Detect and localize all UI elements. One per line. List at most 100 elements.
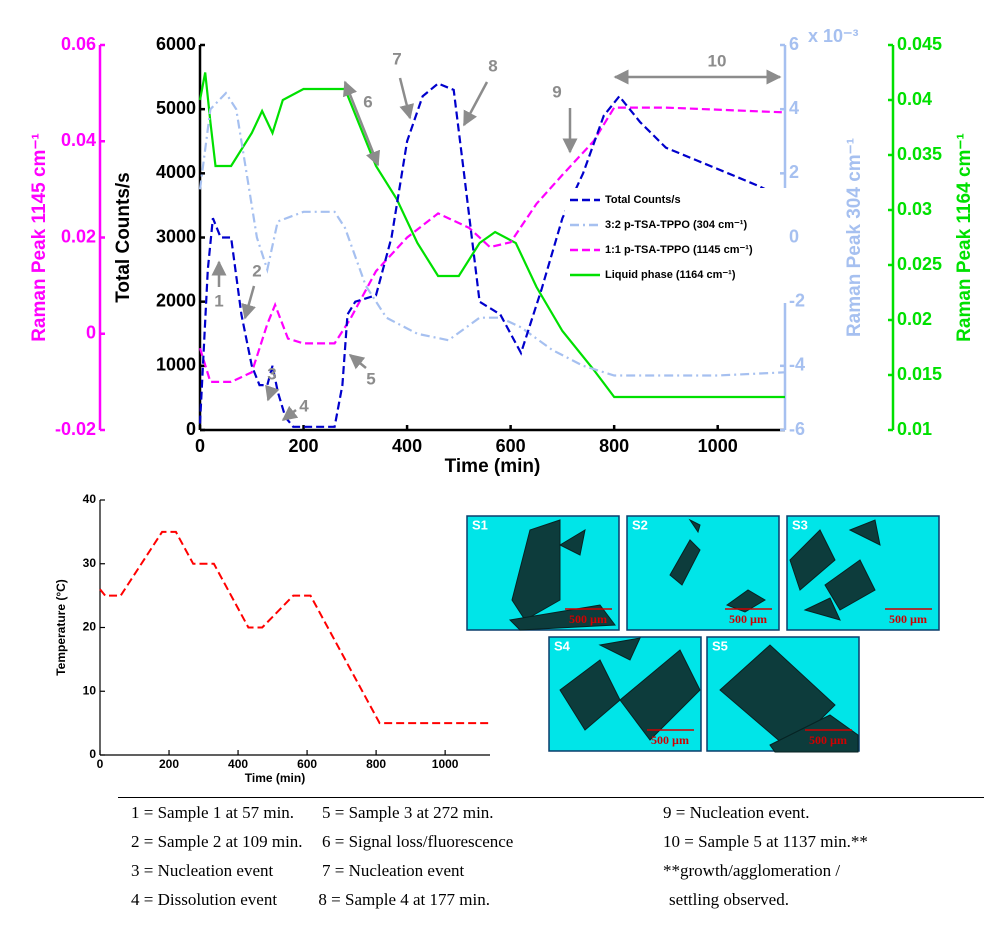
micrograph-label: S1 <box>472 517 488 532</box>
note: 3 = Nucleation event <box>131 860 274 880</box>
crystal <box>669 539 701 586</box>
note: 1 = Sample 1 at 57 min. <box>131 802 295 822</box>
crystal <box>803 597 841 621</box>
y-tick-label: 4000 <box>156 162 196 182</box>
micrograph: S4 500 µm <box>548 636 702 752</box>
y-tick-label: 0 <box>789 226 799 246</box>
y-axis-label: Total Counts/s <box>113 172 134 303</box>
micrograph-frame <box>626 515 780 631</box>
y-axis-label: Temperature (°C) <box>54 579 68 676</box>
y-tick-label: -0.02 <box>55 419 96 439</box>
y-tick-label: 1000 <box>156 355 196 375</box>
micrograph-label: S2 <box>632 517 648 532</box>
note: **growth/agglomeration / <box>663 860 841 880</box>
y-tick-label: 0.02 <box>897 309 932 329</box>
x-tick-label: 0 <box>97 757 104 771</box>
y-tick-label: 40 <box>83 492 97 506</box>
annotation-label: 7 <box>392 49 401 68</box>
note-row: 2 = Sample 2 at 109 min. 6 = Signal loss/… <box>118 827 984 856</box>
x-tick-label: 0 <box>195 436 205 456</box>
annotation-label: 1 <box>214 291 223 310</box>
y-tick-label: 2000 <box>156 290 196 310</box>
note: 2 = Sample 2 at 109 min. <box>131 831 303 851</box>
note-row: 1 = Sample 1 at 57 min. 5 = Sample 3 at 2… <box>118 798 984 827</box>
scale-label: 500 µm <box>809 733 847 747</box>
y-tick-label: 0.045 <box>897 34 942 54</box>
x-tick-label: 600 <box>297 757 317 771</box>
micrograph: S2 500 µm <box>626 515 780 631</box>
x-tick-label: 400 <box>228 757 248 771</box>
annotation-label: 3 <box>267 364 276 383</box>
legend-label: 3:2 p-TSA-TPPO (304 cm⁻¹) <box>605 219 747 231</box>
note: 4 = Dissolution event <box>131 889 278 909</box>
crystal <box>789 529 836 591</box>
crystal <box>619 649 701 741</box>
crystal <box>598 637 641 661</box>
legend: Total Counts/s 3:2 p-TSA-TPPO (304 cm⁻¹) 1… <box>565 188 787 303</box>
annotation-arrow <box>343 80 380 167</box>
x-tick-label: 800 <box>599 436 629 456</box>
annotation-label: 4 <box>299 396 309 415</box>
series-line <box>198 72 785 399</box>
annotation-arrow <box>398 77 415 120</box>
scale-label: 500 µm <box>651 733 689 747</box>
crystal <box>511 519 561 621</box>
note: 9 = Nucleation event. <box>663 802 810 822</box>
scale-label: 500 µm <box>729 612 767 626</box>
scale-label: 500 µm <box>889 612 927 626</box>
annotation-arrow <box>265 384 280 402</box>
y-tick-label: 20 <box>83 620 97 634</box>
series-line <box>198 91 786 377</box>
annotation-label: 8 <box>488 56 497 75</box>
annotation-label: 9 <box>552 82 561 101</box>
note: 7 = Nucleation event <box>322 860 465 880</box>
note-row: 4 = Dissolution event 8 = Sample 4 at 177… <box>118 885 984 914</box>
y-tick-label: 30 <box>83 556 97 570</box>
scale-label: 500 µm <box>569 612 607 626</box>
y-tick-label: 4 <box>789 98 799 118</box>
note: 6 = Signal loss/fluorescence <box>322 831 514 851</box>
y-tick-label: 5000 <box>156 98 196 118</box>
micrograph: S3 500 µm <box>786 515 940 631</box>
axis-multiplier: x 10⁻³ <box>808 26 859 46</box>
x-axis-label: Time (min) <box>245 771 305 785</box>
y-tick-label: 3000 <box>156 226 196 246</box>
y-tick-label: 0.03 <box>897 199 932 219</box>
y-axis-label: Raman Peak 1164 cm⁻¹ <box>954 133 975 342</box>
annotation-label: 10 <box>708 51 727 70</box>
crystal <box>719 644 836 751</box>
y-tick-label: -4 <box>789 355 805 375</box>
y-axis-label: Raman Peak 1145 cm⁻¹ <box>29 133 50 342</box>
legend-label: Liquid phase (1164 cm⁻¹) <box>605 269 736 281</box>
y-tick-label: 10 <box>83 683 97 697</box>
x-tick-label: 200 <box>159 757 179 771</box>
annotation-label: 6 <box>363 92 372 111</box>
series-line <box>198 106 786 383</box>
note: settling observed. <box>669 889 789 909</box>
note: 5 = Sample 3 at 272 min. <box>322 802 494 822</box>
micrograph-label: S4 <box>554 638 571 653</box>
x-tick-label: 800 <box>366 757 386 771</box>
x-axis-label: Time (min) <box>445 456 541 477</box>
y-tick-label: 0.04 <box>61 130 96 150</box>
y-tick-label: -2 <box>789 290 805 310</box>
note-row: 3 = Nucleation event 7 = Nucleation event… <box>118 856 984 885</box>
micrograph: S5 500 µm <box>706 636 860 753</box>
x-tick-label: 1000 <box>432 757 459 771</box>
y-tick-label: 0 <box>89 747 96 761</box>
crystal <box>824 559 876 611</box>
y-tick-label: 6000 <box>156 34 196 54</box>
x-tick-label: 400 <box>392 436 422 456</box>
micrograph: S1 500 µm <box>466 515 620 631</box>
y-tick-label: 0.06 <box>61 34 96 54</box>
y-tick-label: 0.015 <box>897 364 942 384</box>
crystal <box>508 604 616 631</box>
legend-label: 1:1 p-TSA-TPPO (1145 cm⁻¹) <box>605 244 753 256</box>
annotation-arrow <box>281 405 299 421</box>
legend-label: Total Counts/s <box>605 194 681 206</box>
x-tick-label: 1000 <box>698 436 738 456</box>
series-line <box>99 530 490 725</box>
annotation-arrow <box>462 81 489 127</box>
